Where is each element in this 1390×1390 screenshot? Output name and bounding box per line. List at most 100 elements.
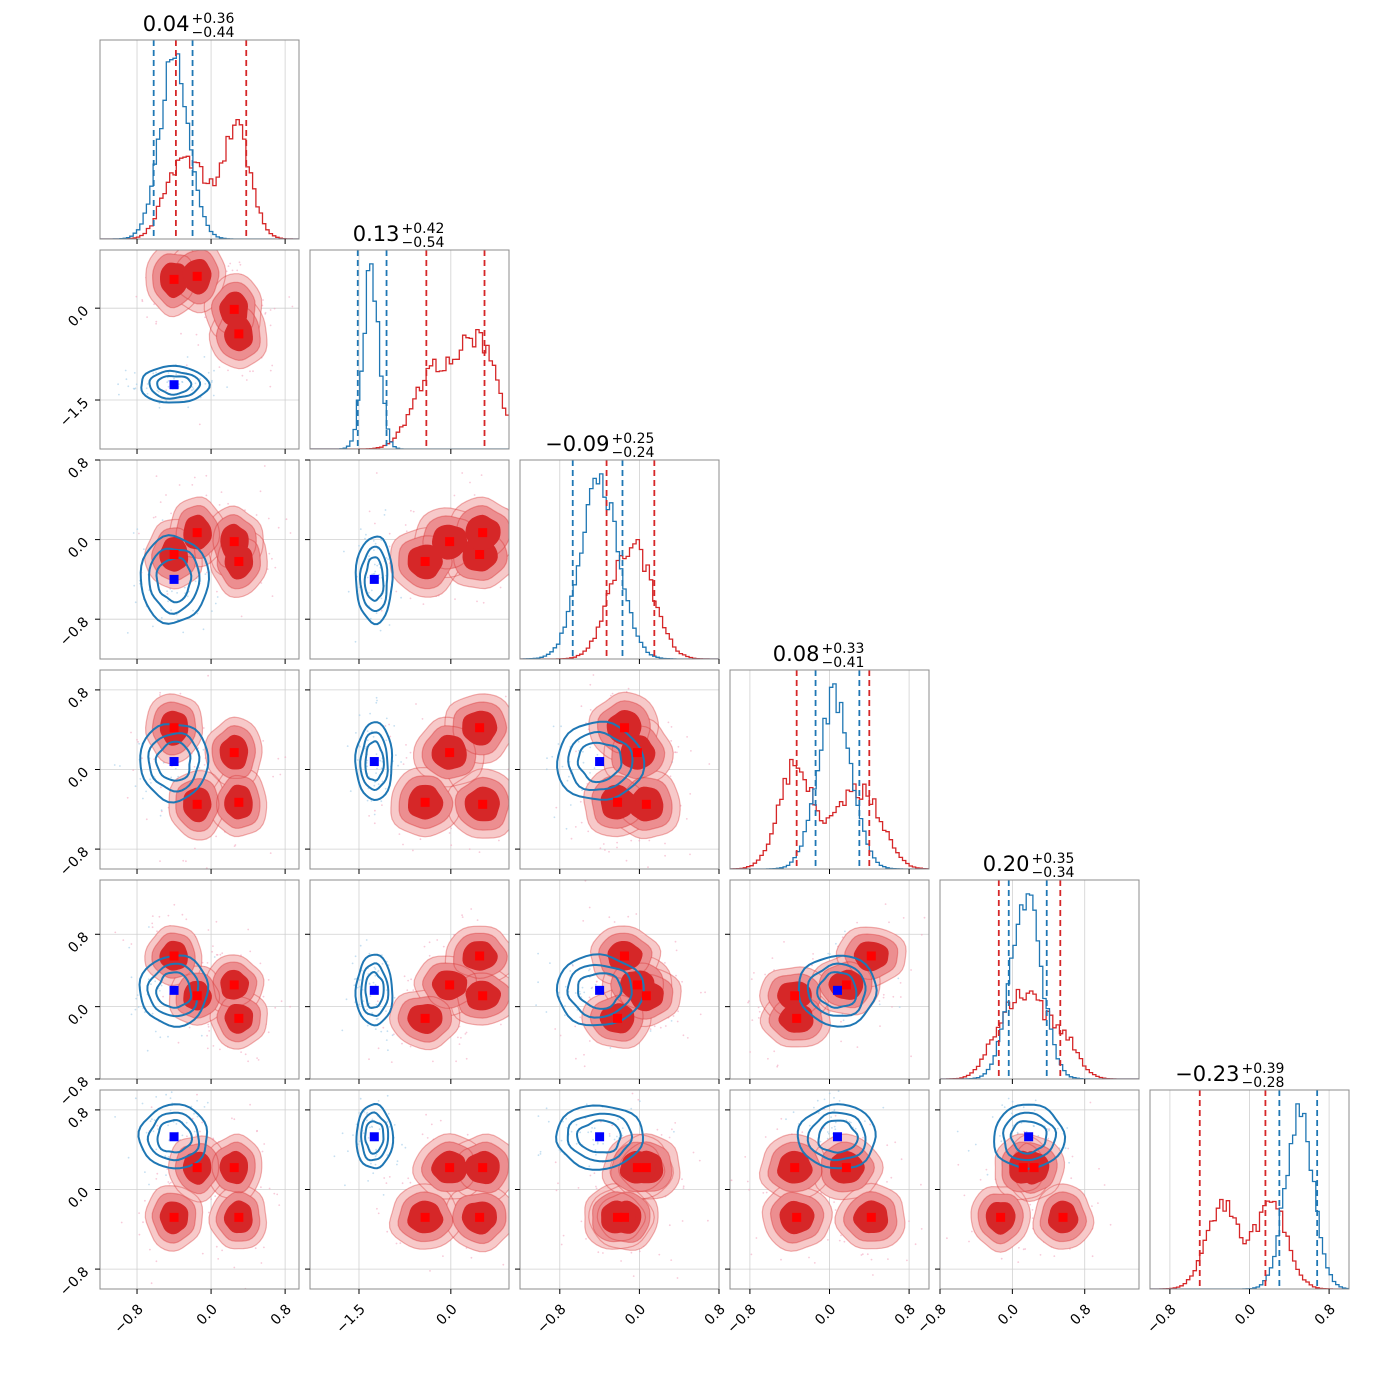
red-sample-point bbox=[757, 1006, 760, 1009]
red-sample-point bbox=[219, 1048, 221, 1051]
title-lower-error: −0.54 bbox=[402, 235, 445, 251]
red-sample-point bbox=[620, 1260, 622, 1262]
red-sample-point bbox=[398, 833, 401, 835]
red-mode-marker bbox=[475, 1212, 485, 1222]
red-sample-point bbox=[648, 839, 651, 842]
red-sample-point bbox=[602, 1252, 604, 1254]
red-sample-point bbox=[138, 532, 140, 535]
red-mode-marker bbox=[475, 723, 485, 733]
blue-sample-point bbox=[372, 540, 375, 542]
blue-sample-point bbox=[127, 385, 130, 388]
blue-sample-point bbox=[177, 775, 180, 778]
red-sample-point bbox=[894, 1141, 897, 1144]
red-sample-point bbox=[191, 1117, 194, 1120]
blue-sample-point bbox=[181, 1134, 184, 1137]
red-sample-point bbox=[255, 514, 258, 516]
blue-histogram bbox=[1150, 1103, 1349, 1289]
blue-mode-marker bbox=[169, 757, 179, 767]
red-mode-marker bbox=[192, 799, 202, 809]
red-sample-point bbox=[150, 1106, 153, 1109]
red-mode-marker bbox=[475, 951, 485, 961]
blue-sample-point bbox=[192, 388, 195, 390]
red-sample-point bbox=[681, 1178, 683, 1181]
red-mode-marker bbox=[619, 723, 629, 733]
blue-sample-point bbox=[596, 753, 599, 756]
blue-sample-point bbox=[154, 980, 157, 983]
blue-sample-point bbox=[878, 1003, 881, 1006]
blue-sample-point bbox=[991, 1116, 994, 1118]
red-sample-point bbox=[554, 1161, 557, 1164]
blue-sample-point bbox=[181, 1074, 183, 1076]
blue-sample-point bbox=[835, 942, 837, 945]
red-sample-point bbox=[580, 821, 583, 824]
red-sample-point bbox=[698, 1159, 701, 1162]
blue-sample-point bbox=[387, 558, 389, 561]
red-sample-point bbox=[220, 491, 223, 493]
red-sample-point bbox=[403, 975, 406, 978]
red-sample-point bbox=[207, 1025, 210, 1028]
red-sample-point bbox=[185, 860, 187, 863]
blue-sample-point bbox=[211, 610, 213, 612]
blue-sample-point bbox=[132, 532, 135, 534]
blue-sample-point bbox=[132, 387, 135, 390]
red-density-edge bbox=[1001, 1141, 1048, 1193]
y-tick-label: 0.0 bbox=[65, 764, 92, 791]
red-sample-point bbox=[510, 545, 512, 547]
red-sample-point bbox=[938, 1192, 940, 1194]
red-density-edge bbox=[420, 1141, 477, 1193]
red-sample-point bbox=[882, 993, 885, 996]
title-upper-error: +0.42 bbox=[402, 221, 445, 237]
red-sample-point bbox=[758, 1010, 761, 1013]
red-sample-point bbox=[588, 996, 591, 999]
red-mode-marker bbox=[420, 797, 430, 807]
blue-sample-point bbox=[214, 602, 217, 605]
red-sample-point bbox=[407, 979, 409, 982]
red-sample-point bbox=[667, 721, 670, 724]
red-sample-point bbox=[461, 472, 464, 474]
red-mode-marker bbox=[234, 1212, 244, 1222]
blue-sample-point bbox=[588, 1165, 591, 1168]
title-median: 0.20 bbox=[983, 852, 1030, 876]
red-sample-point bbox=[177, 1041, 180, 1044]
red-sample-point bbox=[289, 1005, 291, 1008]
red-sample-point bbox=[920, 1183, 922, 1186]
red-density-edge bbox=[175, 505, 221, 560]
blue-sample-point bbox=[186, 595, 189, 598]
red-sample-point bbox=[223, 235, 225, 237]
red-sample-point bbox=[166, 1168, 169, 1170]
blue-sample-point bbox=[956, 1130, 959, 1133]
red-sample-point bbox=[138, 1212, 141, 1214]
red-density-edge bbox=[212, 961, 258, 1008]
red-sample-point bbox=[206, 962, 209, 964]
blue-sample-point bbox=[594, 983, 597, 986]
red-sample-point bbox=[811, 964, 813, 967]
blue-sample-point bbox=[565, 1117, 567, 1120]
blue-sample-point bbox=[148, 1183, 150, 1186]
red-sample-point bbox=[448, 832, 451, 834]
red-sample-point bbox=[608, 850, 610, 853]
red-sample-point bbox=[902, 917, 905, 919]
red-sample-point bbox=[690, 750, 692, 752]
red-sample-point bbox=[160, 194, 162, 196]
red-sample-point bbox=[271, 557, 273, 560]
blue-sample-point bbox=[553, 816, 556, 819]
blue-sample-point bbox=[160, 809, 163, 812]
red-sample-point bbox=[268, 552, 271, 555]
red-sample-point bbox=[608, 916, 611, 919]
red-sample-point bbox=[259, 962, 262, 965]
red-sample-point bbox=[514, 951, 516, 953]
red-sample-point bbox=[429, 1270, 431, 1272]
red-sample-point bbox=[405, 757, 408, 759]
blue-mode-marker bbox=[169, 1132, 179, 1142]
red-sample-point bbox=[595, 980, 598, 983]
red-density-edge bbox=[761, 1183, 833, 1252]
red-sample-point bbox=[421, 718, 424, 720]
red-sample-point bbox=[920, 1228, 923, 1230]
y-tick-label: −1.5 bbox=[57, 395, 92, 430]
red-sample-point bbox=[261, 304, 264, 307]
red-sample-point bbox=[748, 1188, 750, 1191]
red-sample-point bbox=[518, 927, 520, 929]
red-sample-point bbox=[388, 723, 390, 726]
red-sample-point bbox=[191, 484, 194, 486]
blue-sample-point bbox=[817, 1112, 820, 1114]
